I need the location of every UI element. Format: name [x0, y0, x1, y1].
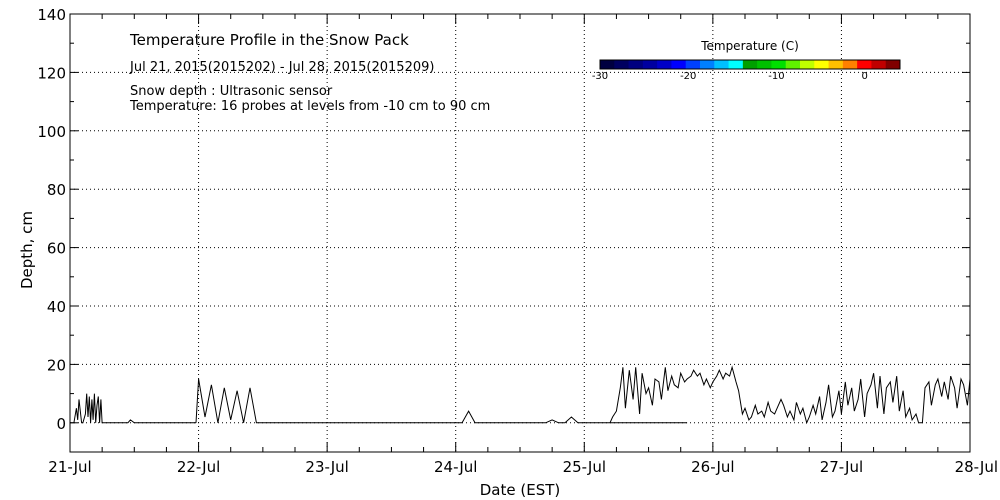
temperature-colorbar: Temperature (C) -30 -20 -10 0: [592, 39, 901, 82]
grid-lines: [70, 14, 970, 452]
colorbar-swatch: [785, 60, 801, 69]
y-tick-label: 60: [47, 240, 66, 258]
snow-depth-series-line: [609, 365, 971, 425]
snow-depth-series-line: [311, 410, 688, 424]
colorbar-swatch: [871, 60, 887, 69]
colorbar-swatch: [800, 60, 815, 69]
y-tick-label: 20: [47, 356, 66, 374]
x-axis-label: Date (EST): [480, 481, 561, 499]
colorbar-swatch: [742, 60, 758, 69]
colorbar-tick-label: -20: [680, 71, 696, 82]
colorbar-swatch: [828, 60, 844, 69]
series-group: [70, 365, 971, 425]
colorbar-tick-label: -30: [592, 71, 608, 82]
x-tick-label: 26-Jul: [691, 458, 734, 476]
colorbar-frame: [599, 59, 901, 70]
x-tick-label: 22-Jul: [177, 458, 220, 476]
colorbar-swatch: [657, 60, 672, 69]
y-tick-label: 0: [56, 415, 66, 433]
y-tick-label: 100: [37, 123, 66, 141]
y-tick-label: 140: [37, 6, 66, 24]
y-tick-label: 40: [47, 298, 66, 316]
colorbar-swatch: [814, 60, 830, 69]
x-tick-label: 25-Jul: [563, 458, 606, 476]
x-tick-label: 21-Jul: [48, 458, 91, 476]
y-tick-label: 120: [37, 64, 66, 82]
colorbar-swatch: [642, 60, 658, 69]
x-tick-label: 27-Jul: [820, 458, 863, 476]
y-axis-label: Depth, cm: [18, 211, 36, 289]
chart-note-temperature: Temperature: 16 probes at levels from -1…: [129, 99, 490, 114]
colorbar-swatch: [885, 60, 901, 69]
y-tick-label: 80: [47, 181, 66, 199]
chart-date-range: Jul 21, 2015(2015202) - Jul 28, 2015(201…: [129, 60, 434, 75]
colorbar-title: Temperature (C): [700, 39, 799, 53]
colorbar-swatch: [628, 60, 644, 69]
axis-ticks: 0 20 40 60 80 100 120 140 21-Jul 22-Jul 23-Jul 24-J…: [37, 6, 998, 476]
colorbar-swatch: [714, 60, 730, 69]
snow-depth-series-line: [70, 393, 196, 424]
snow-depth-series-line: [195, 378, 312, 424]
colorbar-swatch: [700, 60, 715, 69]
colorbar-swatch: [771, 60, 787, 69]
colorbar-swatch: [614, 60, 630, 69]
colorbar-swatch: [728, 60, 744, 69]
colorbar-swatch: [600, 60, 615, 69]
colorbar-swatch: [842, 60, 858, 69]
x-tick-label: 23-Jul: [305, 458, 348, 476]
colorbar-swatch: [757, 60, 772, 69]
chart-title: Temperature Profile in the Snow Pack: [129, 31, 409, 49]
chart-note-depth: Snow depth : Ultrasonic sensor: [130, 84, 333, 99]
colorbar-swatch: [857, 60, 872, 69]
colorbar-tick-label: -10: [768, 71, 784, 82]
colorbar-swatch: [671, 60, 687, 69]
colorbar-swatch: [685, 60, 701, 69]
x-tick-label: 24-Jul: [434, 458, 477, 476]
plot-frame: [69, 13, 971, 453]
x-tick-label: 28-Jul: [955, 458, 998, 476]
colorbar-tick-label: 0: [862, 71, 868, 82]
